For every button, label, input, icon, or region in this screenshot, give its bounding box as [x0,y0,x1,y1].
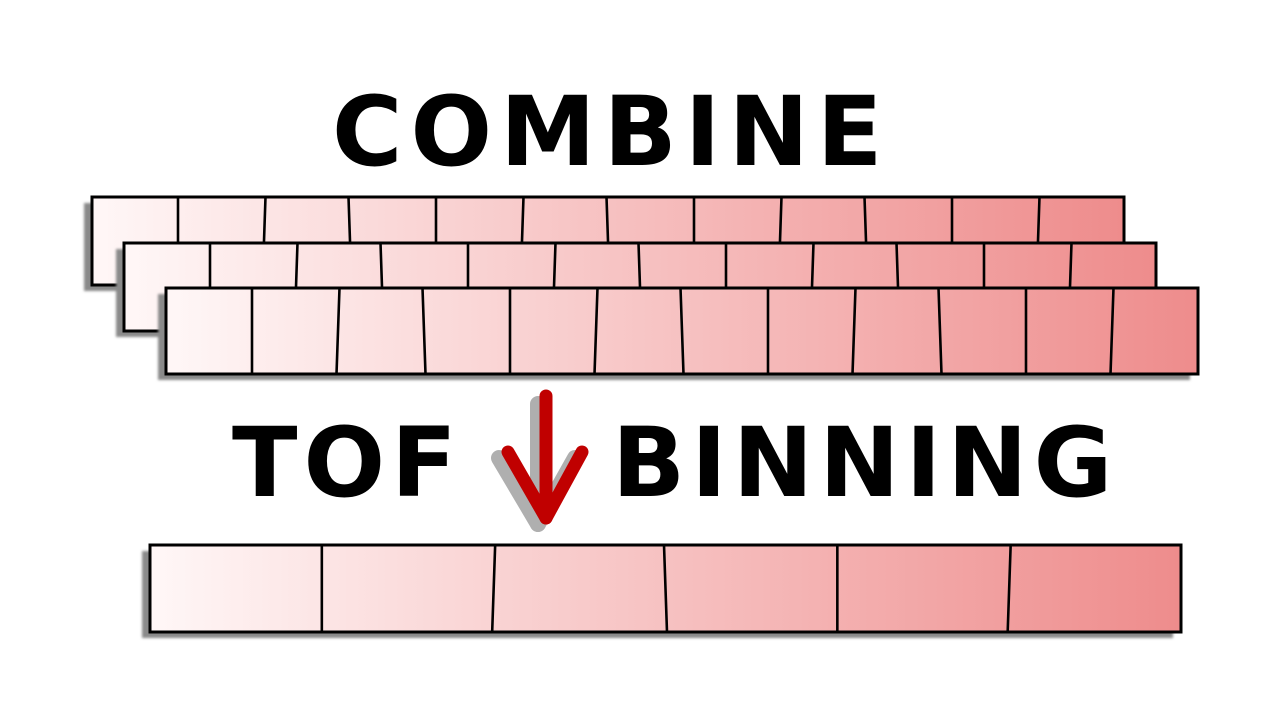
bin-divider [593,286,599,376]
tof-label: TOF [232,407,463,519]
binning-label: BINNING [612,407,1119,519]
output-strip-group [142,543,1183,638]
bin-divider [1109,286,1115,376]
input-strip-3 [158,286,1200,380]
bin-divider [490,543,497,634]
bin-divider [1006,543,1012,634]
bin-divider [937,286,943,376]
combine-label: COMBINE [332,76,891,188]
bin-divider [679,286,685,376]
bin-divider [851,286,857,376]
output-strip [142,543,1183,638]
arrow-shape [501,389,589,525]
bin-divider [421,286,427,376]
input-strips-group [84,195,1200,380]
bin-divider [662,543,669,634]
bin-divider [335,286,341,376]
